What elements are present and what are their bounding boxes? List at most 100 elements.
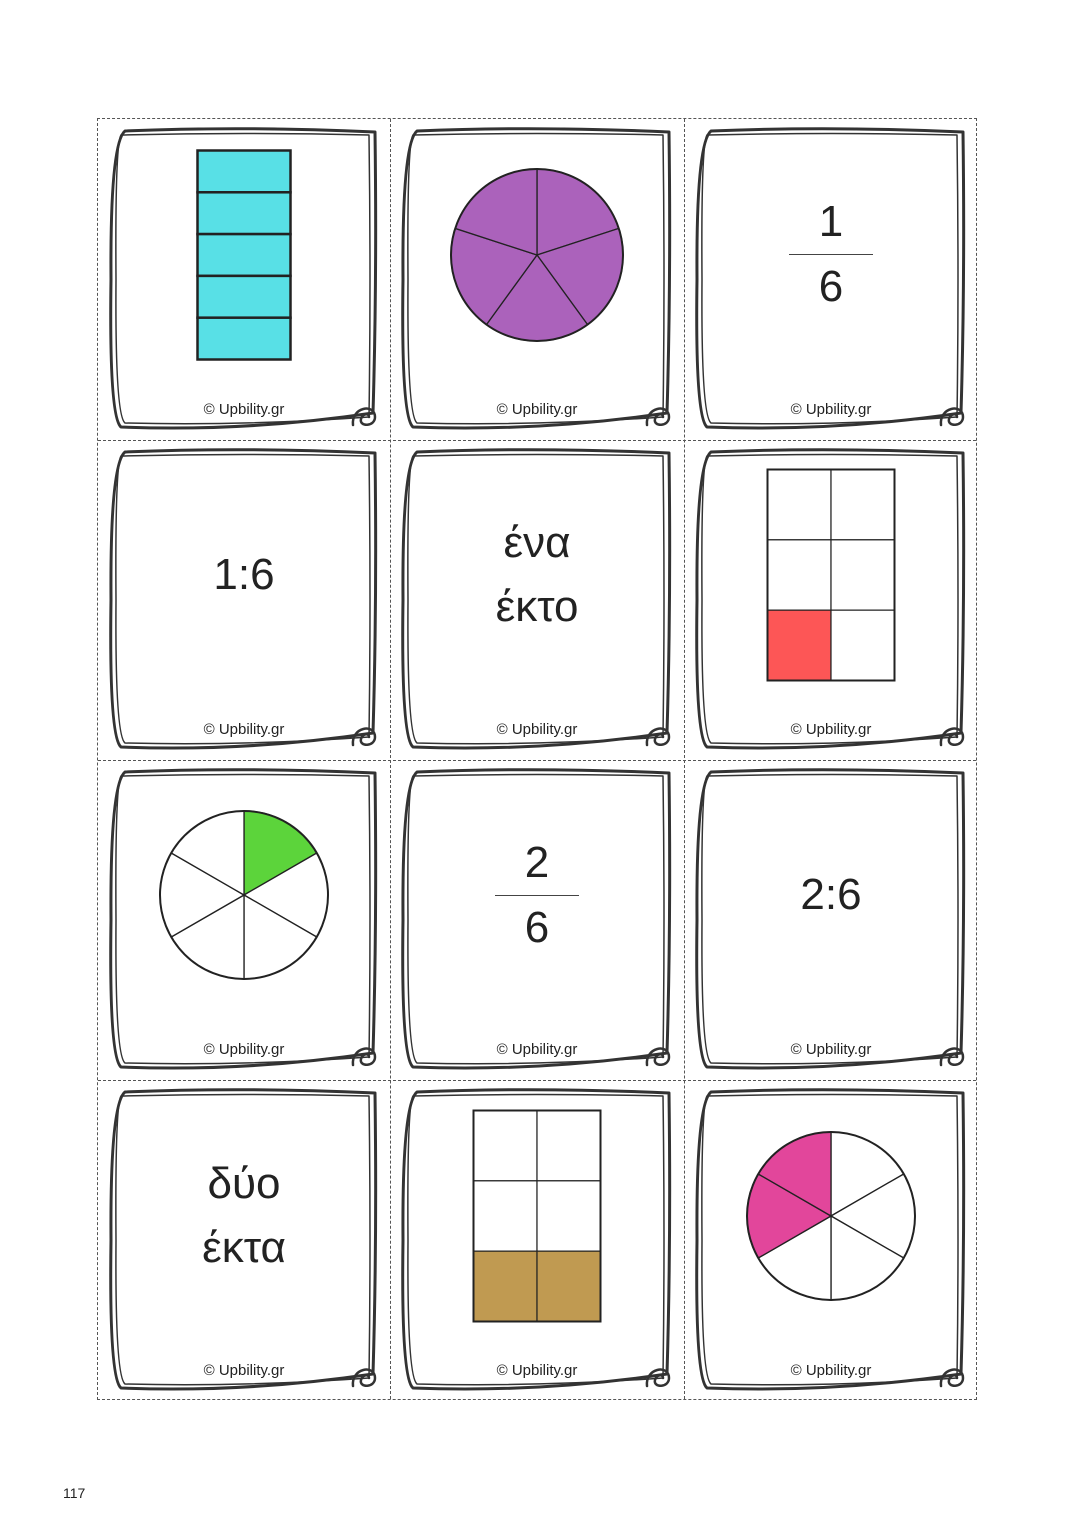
card-2: © Upbility.gr [390,119,684,440]
card-border [401,1088,672,1391]
pie-outline [746,1130,916,1301]
diagram-cell [472,1250,538,1322]
pie-outline [450,167,624,342]
card-4: 1:6 © Upbility.gr [98,440,390,760]
card-border [109,127,378,430]
card-sheet: © Upbility.gr © Upbility.gr 1 6 © Upbili… [97,118,977,1400]
pie-diagram [450,167,624,342]
diagram-cell [196,274,292,319]
fraction-numerator: 1 [818,197,844,246]
page-number: 117 [63,1485,86,1501]
card-border [401,768,672,1070]
card-border [401,127,672,430]
credit-text: © Upbility.gr [496,1362,578,1379]
card-12: © Upbility.gr [684,1080,978,1401]
card-7: © Upbility.gr [98,760,390,1080]
ratio-text: 1:6 [213,550,275,599]
fraction-bar [495,894,579,896]
word-line-2: έκτο [495,582,579,631]
card-visual [684,440,978,710]
word-line-1: ένα [503,518,571,567]
credit-text: © Upbility.gr [496,721,578,738]
card-border [109,768,378,1070]
card-border [695,448,966,750]
word-line-2: έκτα [202,1222,286,1272]
cut-line [684,119,685,1399]
bar-diagram [196,148,292,361]
card-visual [390,1080,684,1351]
card-3: 1 6 © Upbility.gr [684,119,978,440]
diagram-cell [766,539,832,611]
grid-diagram [472,1109,602,1322]
credit-text: © Upbility.gr [203,1041,285,1058]
cut-line [98,440,976,441]
credit-text: © Upbility.gr [203,401,285,418]
card-9: 2:6 © Upbility.gr [684,760,978,1080]
card-border [695,768,966,1070]
diagram-cell [196,232,292,277]
word-line-1: δύο [207,1158,281,1208]
card-6: © Upbility.gr [684,440,978,760]
cut-line [98,1080,976,1081]
cut-line [98,760,976,761]
fraction-denominator: 6 [818,262,844,311]
diagram-outline [766,468,896,682]
card-visual [390,119,684,390]
card-visual [684,1080,978,1351]
card-visual: ένα έκτο [390,440,684,710]
card-10: δύο έκτα © Upbility.gr [98,1080,390,1401]
diagram-cell [536,1250,602,1322]
pie-diagram [746,1130,916,1301]
diagram-cell [472,1109,538,1181]
fraction-numerator: 2 [524,837,550,887]
fraction: 1 6 [789,196,873,313]
card-8: 2 6 © Upbility.gr [390,760,684,1080]
card-visual: 2:6 [684,760,978,1030]
credit-text: © Upbility.gr [790,1041,872,1058]
card-visual: 1:6 [98,440,390,710]
diagram-cell [536,1109,602,1181]
cut-line [390,119,391,1399]
card-visual: δύο έκτα [98,1080,390,1351]
credit-text: © Upbility.gr [790,1362,872,1379]
diagram-cell [766,468,832,541]
diagram-cell [766,609,832,682]
card-visual: 2 6 [390,760,684,1030]
credit-text: © Upbility.gr [790,721,872,738]
credit-text: © Upbility.gr [496,401,578,418]
diagram-cell [830,539,896,611]
card-border [109,1088,378,1391]
pie-outline [159,810,329,980]
diagram-cell [830,468,896,541]
word-fraction: ένα έκτο [496,511,579,639]
card-11: © Upbility.gr [390,1080,684,1401]
diagram-outline [196,149,292,360]
diagram-cell [536,1179,602,1252]
fraction-bar [789,254,873,255]
card-1: © Upbility.gr [98,119,390,440]
card-border [109,448,378,750]
diagram-cell [472,1179,538,1252]
pie-diagram [159,810,329,980]
word-fraction: δύο έκτα [202,1152,286,1280]
ratio-text: 2:6 [800,870,862,919]
diagram-cell [830,609,896,682]
card-visual: 1 6 [684,119,978,390]
card-border [401,448,672,750]
credit-text: © Upbility.gr [203,1362,285,1379]
grid-diagram [766,468,896,682]
card-visual [98,119,390,390]
diagram-cell [196,315,292,361]
credit-text: © Upbility.gr [496,1041,578,1058]
card-5: ένα έκτο © Upbility.gr [390,440,684,760]
card-border [695,127,966,430]
fraction-denominator: 6 [524,902,550,952]
fraction: 2 6 [495,837,579,954]
diagram-outline [472,1109,602,1322]
card-visual [98,760,390,1030]
card-border [695,1088,966,1391]
diagram-cell [196,148,292,194]
credit-text: © Upbility.gr [790,401,872,418]
diagram-cell [196,190,292,235]
credit-text: © Upbility.gr [203,721,285,738]
